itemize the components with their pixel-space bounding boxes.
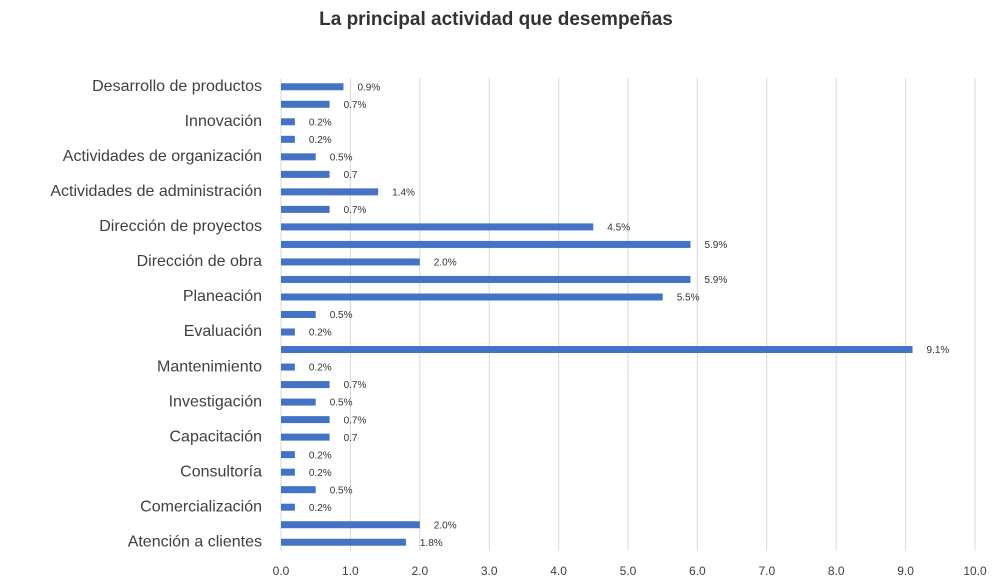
bar [281, 328, 295, 336]
value-label: 0.5% [330, 310, 353, 321]
value-label: 2.0% [434, 258, 457, 269]
value-label: 0.7 [344, 170, 358, 181]
y-tick-label: Evaluación [184, 323, 262, 340]
value-label: 0.5% [330, 152, 353, 163]
value-label: 1.4% [392, 188, 415, 199]
bar [281, 240, 691, 248]
value-label: 0.7% [344, 100, 367, 111]
bar [281, 346, 913, 354]
bar [281, 363, 295, 371]
bar [281, 170, 330, 178]
value-label: 0.2% [309, 468, 332, 479]
value-label: 1.8% [420, 538, 443, 549]
bar [281, 538, 406, 546]
bar [281, 258, 420, 266]
value-label: 9.1% [927, 345, 950, 356]
bar [281, 275, 691, 283]
y-tick-label: Capacitación [170, 428, 263, 445]
y-tick-label: Desarrollo de productos [92, 78, 262, 95]
y-tick-label: Innovación [185, 113, 262, 130]
bar [281, 451, 295, 459]
bar [281, 135, 295, 143]
bar [281, 398, 316, 406]
value-label: 0.7 [344, 433, 358, 444]
bar [281, 521, 420, 529]
value-label: 0.9% [357, 82, 380, 93]
y-tick-label: Investigación [169, 393, 262, 410]
value-label: 0.7% [344, 415, 367, 426]
value-label: 0.2% [309, 450, 332, 461]
bar [281, 416, 330, 424]
bar [281, 205, 330, 213]
x-tick-label: 1.0 [342, 564, 359, 578]
value-label: 0.5% [330, 398, 353, 409]
value-label: 0.2% [309, 328, 332, 339]
x-tick-label: 4.0 [550, 564, 567, 578]
bar [281, 188, 379, 196]
x-tick-label: 6.0 [689, 564, 706, 578]
value-label: 5.9% [704, 275, 727, 286]
bar [281, 100, 330, 108]
y-tick-label: Actividades de administración [50, 183, 262, 200]
value-label: 5.9% [704, 240, 727, 251]
x-tick-label: 8.0 [828, 564, 845, 578]
value-label: 0.2% [309, 135, 332, 146]
y-tick-label: Actividades de organización [63, 148, 262, 165]
value-label: 0.5% [330, 485, 353, 496]
value-label: 5.5% [677, 293, 700, 304]
y-tick-label: Atención a clientes [128, 533, 262, 550]
y-tick-label: Comercialización [140, 498, 262, 515]
bar [281, 468, 295, 476]
bar [281, 381, 330, 389]
bar [281, 118, 295, 126]
value-label: 0.2% [309, 363, 332, 374]
x-tick-label: 2.0 [411, 564, 428, 578]
bar [281, 311, 316, 318]
bar [281, 83, 344, 91]
value-label: 2.0% [434, 520, 457, 531]
x-tick-label: 7.0 [758, 564, 775, 578]
bar [281, 153, 316, 161]
y-tick-label: Planeación [183, 288, 262, 305]
y-tick-label: Consultoría [180, 463, 262, 480]
bar [281, 293, 663, 301]
y-tick-label: Mantenimiento [157, 358, 262, 375]
x-tick-label: 3.0 [481, 564, 498, 578]
bar [281, 503, 295, 511]
x-tick-label: 9.0 [897, 564, 914, 578]
value-label: 0.7% [344, 380, 367, 391]
value-label: 0.2% [309, 117, 332, 128]
bar [281, 223, 594, 231]
chart-title: La principal actividad que desempeñas [319, 9, 673, 30]
x-tick-label: 0.0 [273, 564, 290, 578]
value-label: 4.5% [607, 223, 630, 234]
bar [281, 486, 316, 494]
x-tick-label: 5.0 [620, 564, 637, 578]
value-label: 0.2% [309, 503, 332, 514]
y-tick-label: Dirección de obra [137, 253, 263, 270]
x-tick-label: 10.0 [963, 564, 987, 578]
y-tick-label: Dirección de proyectos [99, 218, 262, 235]
value-label: 0.7% [344, 205, 367, 216]
bar [281, 433, 330, 441]
